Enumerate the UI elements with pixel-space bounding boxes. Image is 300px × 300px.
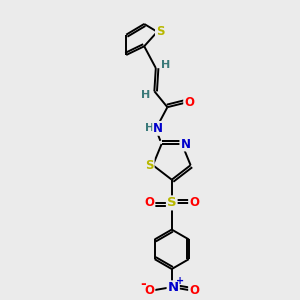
Text: S: S [156,25,164,38]
Text: O: O [189,284,199,297]
Text: +: + [176,277,184,286]
Text: O: O [144,196,154,209]
Text: H: H [145,123,154,134]
Text: O: O [144,284,154,297]
Text: H: H [161,60,171,70]
Text: O: O [184,96,194,109]
Text: S: S [145,159,154,172]
Text: -: - [140,278,146,291]
Text: O: O [189,196,199,209]
Text: N: N [153,122,163,135]
Text: S: S [167,196,177,209]
Text: N: N [180,137,190,151]
Text: N: N [168,281,179,294]
Text: H: H [141,90,150,100]
